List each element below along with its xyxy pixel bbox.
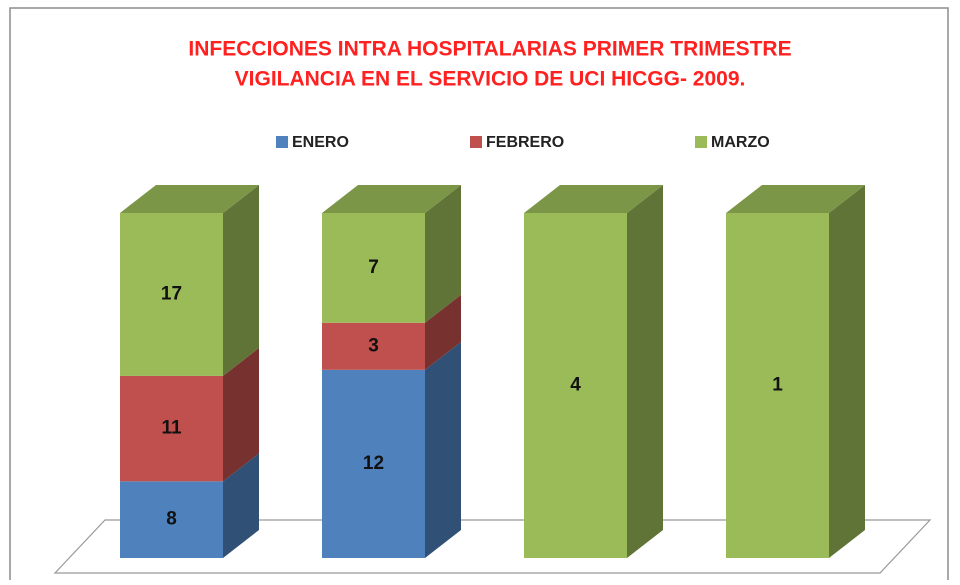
- bar: [120, 213, 223, 376]
- legend-label: ENERO: [292, 134, 349, 151]
- data-label: 7: [368, 257, 379, 278]
- chart-title: VIGILANCIA EN EL SERVICIO DE UCI HICGG- …: [235, 68, 746, 91]
- legend-swatch: [276, 136, 288, 148]
- chart-title: INFECCIONES INTRA HOSPITALARIAS PRIMER T…: [188, 38, 791, 61]
- bar-side: [627, 185, 663, 558]
- data-label: 8: [166, 509, 177, 530]
- legend-label: MARZO: [711, 134, 770, 151]
- bar-top: [726, 185, 865, 213]
- bar-side: [223, 453, 259, 558]
- bar: [322, 322, 425, 370]
- data-label: 4: [570, 375, 581, 396]
- bar: [120, 375, 223, 482]
- bar-side: [425, 185, 461, 323]
- data-label: 1: [772, 375, 783, 396]
- bar-top: [524, 185, 663, 213]
- data-label: 11: [161, 418, 182, 439]
- legend-swatch: [695, 136, 707, 148]
- bar: [322, 369, 425, 558]
- floor: [53, 519, 932, 574]
- bar: [726, 213, 829, 558]
- legend-swatch: [470, 136, 482, 148]
- bar-side: [425, 341, 461, 558]
- bar-side: [829, 185, 865, 558]
- bar: [120, 481, 223, 558]
- data-label: 17: [161, 283, 182, 304]
- bar-top: [120, 185, 259, 213]
- bar-side: [223, 347, 259, 482]
- legend-label: FEBRERO: [486, 134, 564, 151]
- bar-side: [425, 294, 461, 370]
- data-label: 12: [363, 453, 384, 474]
- bar: [524, 213, 627, 558]
- bar: [322, 213, 425, 323]
- bar-top: [322, 185, 461, 213]
- bar-side: [223, 185, 259, 376]
- data-label: 3: [368, 335, 379, 356]
